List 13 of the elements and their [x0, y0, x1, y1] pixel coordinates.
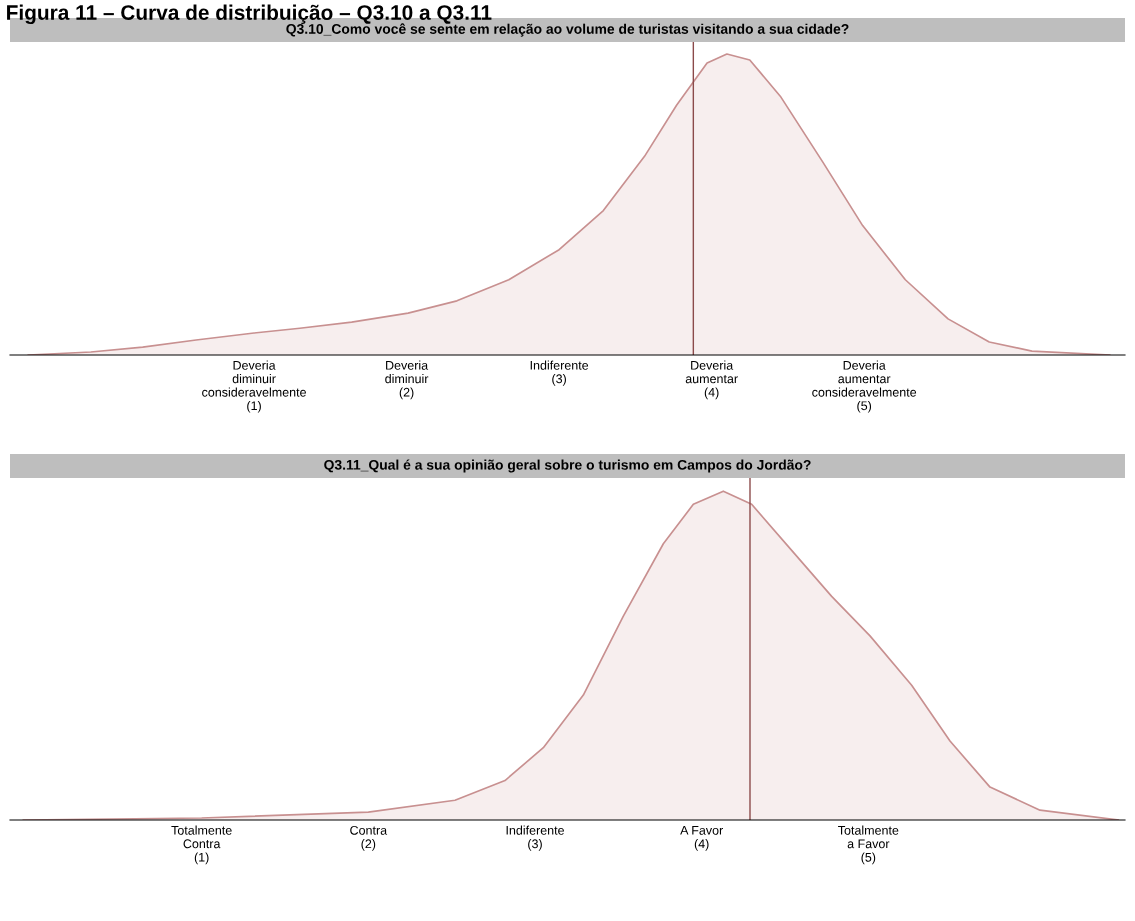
x-tick-label: Totalmente Contra (1)	[171, 825, 232, 865]
x-tick-label: Deveria diminuir (2)	[385, 360, 429, 400]
x-tick-label: Indiferente (3)	[506, 825, 564, 851]
x-tick-label: Totalmente a Favor (5)	[838, 825, 899, 865]
x-tick-label: A Favor (4)	[680, 826, 723, 851]
x-tick-label: Indiferente (3)	[530, 360, 589, 386]
x-tick-label: Contra (2)	[350, 825, 388, 851]
chart-title: Q3.10_Como você se sente em relação ao volume de turistas visitando a sua cidade?	[286, 23, 849, 37]
x-tick-label: Deveria diminuir consideravelmente (1)	[202, 360, 306, 413]
text: Figura 11 – Curva de distribuição – Q3.10 a Q3.11	[7, 4, 492, 25]
x-tick-label: Deveria aumentar (4)	[685, 360, 738, 400]
x-tick-label: Deveria aumentar consideravelmente (5)	[812, 360, 917, 413]
chart-title: Q3.11_Qual é a sua opinião geral sobre o turismo em Campos do Jordão?	[324, 459, 811, 473]
